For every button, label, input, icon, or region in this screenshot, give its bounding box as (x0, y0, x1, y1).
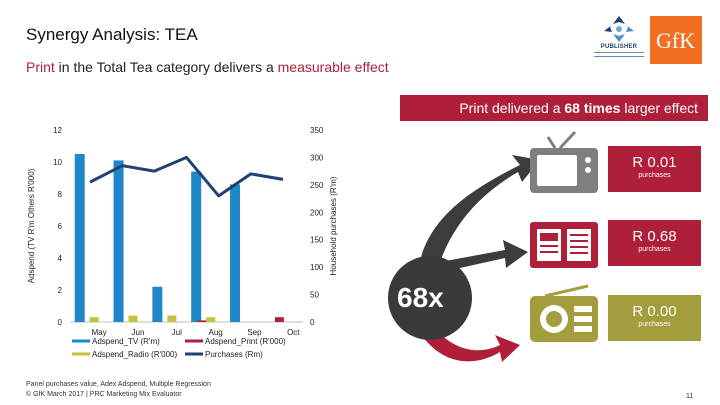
bar-print (197, 320, 207, 322)
publisher-mark-icon (604, 16, 634, 42)
y-tick-label: 10 (53, 158, 62, 167)
bar-tv (113, 160, 124, 322)
logos: PUBLISHER GfK (590, 14, 708, 66)
y-tick-label: 2 (58, 286, 63, 295)
y2-tick-label: 50 (310, 291, 319, 300)
purchases-line (89, 155, 284, 198)
arrow-to-radio-icon (408, 305, 520, 362)
bar-radio (128, 315, 138, 322)
effect-print-value: R 0.68 (632, 228, 677, 245)
publisher-logo-text: PUBLISHER (600, 44, 638, 50)
y2-tick-label: 100 (310, 263, 324, 272)
bar-tv (74, 154, 85, 322)
page-number: 11 (686, 393, 694, 400)
tv-icon (530, 130, 598, 193)
publisher-logo-rule (594, 52, 644, 57)
page-subtitle: Print in the Total Tea category delivers… (26, 59, 389, 75)
publisher-logo: PUBLISHER (590, 14, 648, 66)
bar-tv (230, 184, 241, 322)
chart-axes: 0 2 4 6 8 10 12 0 50 100 150 200 250 300 350 Adspend (T… (27, 126, 338, 337)
effect-radio-box: R 0.00 purchases (608, 295, 701, 341)
multiplier-label: 68x (397, 282, 444, 313)
y2-tick-label: 150 (310, 236, 324, 245)
effect-radio-value: R 0.00 (632, 303, 677, 320)
y-axis-title: Adspend (TV R'm Others R'000) (27, 168, 36, 283)
chart-legend: Adspend_TV (R'm) Adspend_Print (R'000) Ads… (72, 337, 286, 359)
effect-tv-sub: purchases (638, 172, 671, 179)
legend-purchases-label: Purchases (Rm) (205, 350, 263, 359)
gfk-logo-text: GfK (656, 28, 696, 53)
multiplier-circle (388, 256, 472, 340)
subtitle-effect-highlight: measurable effect (277, 59, 389, 75)
y2-tick-label: 300 (310, 153, 324, 162)
footer-line-2: © GfK March 2017 | PRC Marketing Mix Eva… (26, 391, 182, 398)
legend-tv-label: Adspend_TV (R'm) (92, 337, 160, 346)
subtitle-middle: in the Total Tea category delivers a (54, 59, 278, 75)
bar-tv (191, 171, 202, 322)
effect-tv-box: R 0.01 purchases (608, 146, 701, 192)
y-tick-label: 12 (53, 126, 62, 135)
banner-bold: 68 times (564, 100, 621, 116)
x-tick-label: Oct (287, 328, 300, 337)
footer-source: Panel purchases value, Adex Adspend, Mul… (26, 380, 211, 400)
effect-print-sub: purchases (638, 246, 671, 253)
x-tick-label: Jul (172, 328, 182, 337)
footer-line-1: Panel purchases value, Adex Adspend, Mul… (26, 381, 211, 388)
x-tick-label: May (92, 328, 107, 337)
subtitle-print-highlight: Print (26, 59, 55, 75)
effect-print-box: R 0.68 purchases (608, 220, 701, 266)
y-tick-label: 0 (58, 318, 63, 327)
x-tick-label: Aug (209, 328, 223, 337)
y-tick-label: 4 (58, 254, 63, 263)
effects-panel: R 0.01 purchases R 0.68 purchases R 0.00… (385, 125, 715, 385)
page-title: Synergy Analysis: TEA (26, 25, 198, 44)
banner-pre: Print delivered a (459, 100, 565, 116)
bar-radio (206, 317, 216, 322)
effect-radio-sub: purchases (638, 321, 671, 328)
y2-tick-label: 0 (310, 318, 315, 327)
bar-radio (89, 317, 99, 322)
arrow-to-print-icon (440, 240, 528, 272)
bar-print (274, 317, 284, 322)
bar-tv (152, 286, 163, 322)
y2-tick-label: 200 (310, 208, 324, 217)
x-tick-label: Jun (132, 328, 145, 337)
y2-axis-title: Household purchases (R'm) (329, 176, 338, 275)
y-tick-label: 6 (58, 222, 63, 231)
bar-radio (167, 315, 177, 322)
chart-line (89, 155, 284, 198)
y2-tick-label: 250 (310, 181, 324, 190)
newspaper-icon (530, 222, 598, 268)
y-tick-label: 8 (58, 190, 63, 199)
chart-bars (74, 154, 284, 322)
synergy-chart: 0 2 4 6 8 10 12 0 50 100 150 200 250 300 350 Adspend (T… (27, 126, 338, 359)
y2-tick-label: 350 (310, 126, 324, 135)
x-tick-label: Sep (247, 328, 262, 337)
gfk-logo: GfK (650, 16, 702, 64)
radio-icon (530, 284, 598, 342)
legend-radio-label: Adspend_Radio (R'000) (92, 350, 177, 359)
effect-tv-value: R 0.01 (632, 154, 677, 171)
legend-print-label: Adspend_Print (R'000) (205, 337, 286, 346)
banner-post: larger effect (620, 100, 698, 116)
effect-banner: Print delivered a 68 times larger effect (400, 95, 708, 121)
